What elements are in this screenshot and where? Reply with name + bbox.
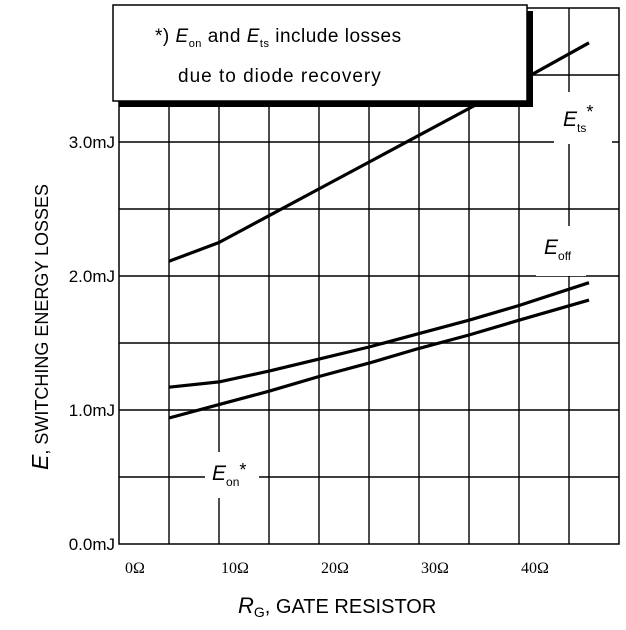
label-eon: Eon* xyxy=(205,452,259,498)
y-axis-title: E, SWITCHING ENERGY LOSSES xyxy=(27,184,53,470)
x-tick-labels: 0Ω 10Ω 20Ω 30Ω 40Ω xyxy=(125,560,549,577)
y-tick-label: 3.0mJ xyxy=(69,133,115,152)
label-ets-bg xyxy=(554,92,612,144)
y-tick-labels: 0.0mJ 1.0mJ 2.0mJ 3.0mJ xyxy=(69,133,115,554)
series-line-1 xyxy=(168,281,590,389)
y-tick-label: 0.0mJ xyxy=(69,535,115,554)
series-line-2 xyxy=(168,298,590,420)
label-eon-bg xyxy=(205,452,259,498)
label-eoff: Eoff xyxy=(536,226,586,276)
x-tick-label: 20Ω xyxy=(321,560,349,577)
label-eoff-bg xyxy=(536,226,586,276)
x-axis-title: RG, GATE RESISTOR xyxy=(238,593,436,620)
series-label-eoff: Eoff xyxy=(544,236,572,263)
label-ets: Ets* xyxy=(554,92,612,144)
y-tick-label: 1.0mJ xyxy=(69,401,115,420)
series-label-eon: Eon* xyxy=(212,460,246,489)
annotation-panel xyxy=(112,4,528,102)
annotation-box: *) Eon and Ets include losses due to dio… xyxy=(112,4,533,107)
annotation-line-1: *) Eon and Ets include losses xyxy=(155,26,402,50)
x-tick-label: 30Ω xyxy=(421,560,449,577)
x-tick-label: 10Ω xyxy=(221,560,249,577)
series-label-ets: Ets* xyxy=(563,102,593,135)
x-tick-label: 0Ω xyxy=(125,560,145,577)
annotation-line-2: due to diode recovery xyxy=(178,66,382,87)
y-tick-label: 2.0mJ xyxy=(69,267,115,286)
x-tick-label: 40Ω xyxy=(521,560,549,577)
